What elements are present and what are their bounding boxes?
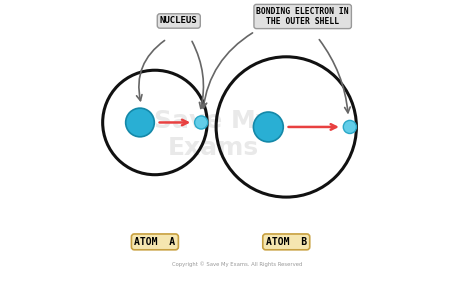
Text: Copyright © Save My Exams. All Rights Reserved: Copyright © Save My Exams. All Rights Re… (172, 261, 302, 267)
Text: ATOM  B: ATOM B (266, 237, 307, 247)
Circle shape (195, 116, 208, 129)
Circle shape (126, 108, 155, 137)
Circle shape (254, 112, 283, 142)
Circle shape (343, 120, 356, 134)
Text: NUCLEUS: NUCLEUS (160, 16, 198, 25)
Text: ATOM  A: ATOM A (134, 237, 175, 247)
Text: BONDING ELECTRON IN
THE OUTER SHELL: BONDING ELECTRON IN THE OUTER SHELL (256, 7, 349, 26)
Text: Save My
Exams: Save My Exams (154, 108, 272, 160)
